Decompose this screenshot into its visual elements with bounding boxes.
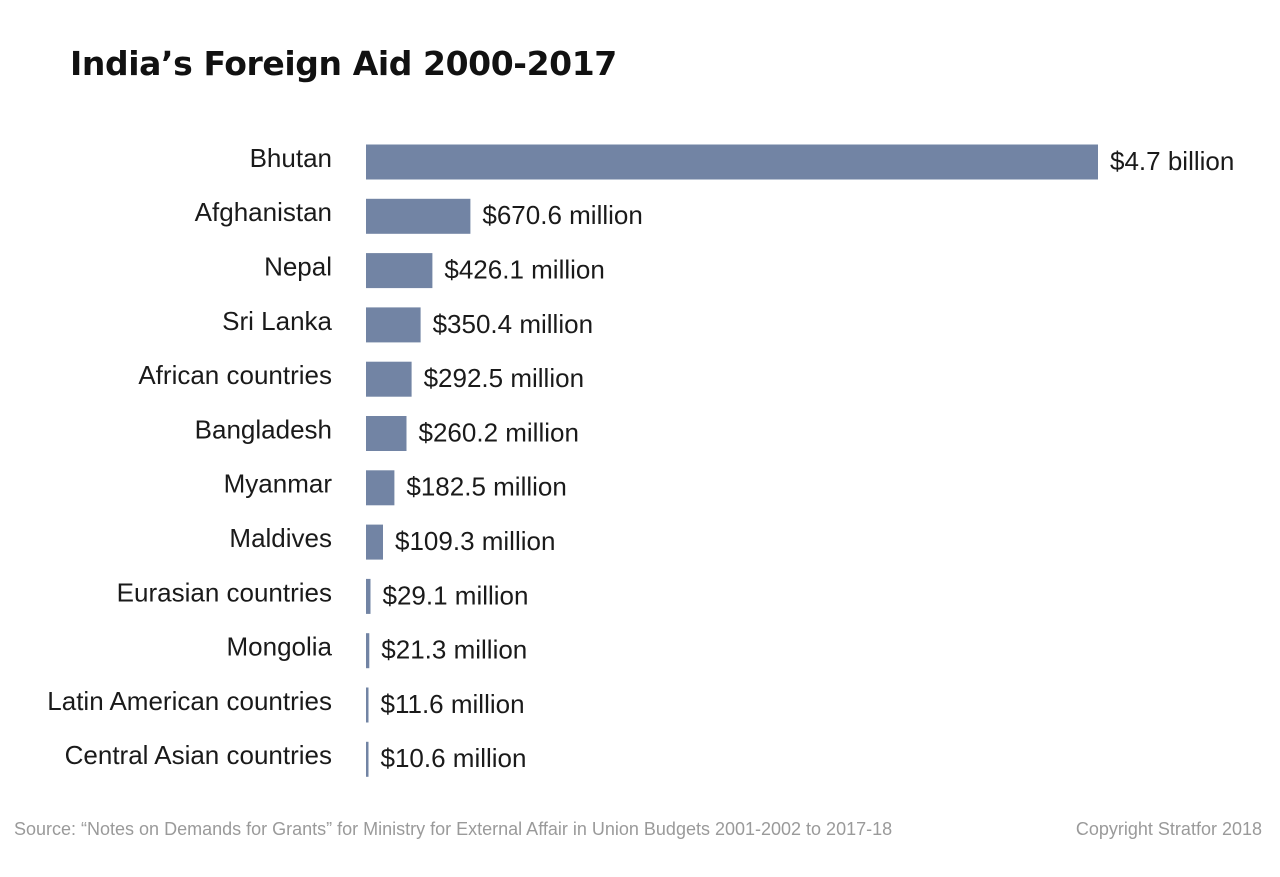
bar-mongolia	[366, 633, 370, 669]
category-label: Eurasian countries	[117, 577, 332, 607]
value-label: $10.6 million	[381, 743, 527, 773]
value-label: $426.1 million	[444, 254, 604, 284]
category-labels: Bhutan Afghanistan Nepal Sri Lanka African c…	[47, 143, 332, 770]
bars-group	[366, 144, 1098, 777]
bar-bhutan	[366, 144, 1098, 180]
value-label: $4.7 billion	[1110, 146, 1234, 176]
value-label: $11.6 million	[381, 689, 525, 719]
bar-african-countries	[366, 361, 412, 397]
chart-title: India’s Foreign Aid 2000-2017	[70, 44, 617, 83]
bar-nepal	[366, 253, 433, 289]
value-label: $29.1 million	[383, 580, 529, 610]
bar-myanmar	[366, 470, 395, 506]
category-label: Afghanistan	[195, 197, 332, 227]
value-label: $292.5 million	[424, 363, 584, 393]
value-label: $350.4 million	[433, 309, 593, 339]
bar-latin-american-countries	[366, 687, 369, 723]
value-label: $670.6 million	[482, 200, 642, 230]
bar-afghanistan	[366, 198, 471, 234]
value-labels: $4.7 billion $670.6 million $426.1 million…	[381, 146, 1235, 773]
category-label: Sri Lanka	[222, 306, 332, 336]
category-label: African countries	[138, 360, 332, 390]
category-label: Myanmar	[224, 469, 333, 499]
category-label: Central Asian countries	[65, 740, 332, 770]
category-label: Bhutan	[250, 143, 332, 173]
category-label: Maldives	[229, 523, 332, 553]
value-label: $109.3 million	[395, 526, 555, 556]
category-label: Bangladesh	[195, 414, 332, 444]
bar-sri-lanka	[366, 307, 421, 343]
bar-maldives	[366, 524, 383, 560]
category-label: Latin American countries	[47, 686, 332, 716]
category-label: Nepal	[264, 251, 332, 281]
value-label: $182.5 million	[406, 472, 566, 502]
copyright-note: Copyright Stratfor 2018	[1075, 819, 1262, 839]
value-label: $260.2 million	[419, 417, 579, 447]
value-label: $21.3 million	[381, 635, 527, 665]
source-note: Source: “Notes on Demands for Grants” fo…	[14, 819, 893, 839]
bar-eurasian-countries	[366, 578, 371, 614]
category-label: Mongolia	[226, 632, 332, 662]
bar-bangladesh	[366, 416, 407, 451]
bar-central-asian-countries	[366, 741, 369, 777]
